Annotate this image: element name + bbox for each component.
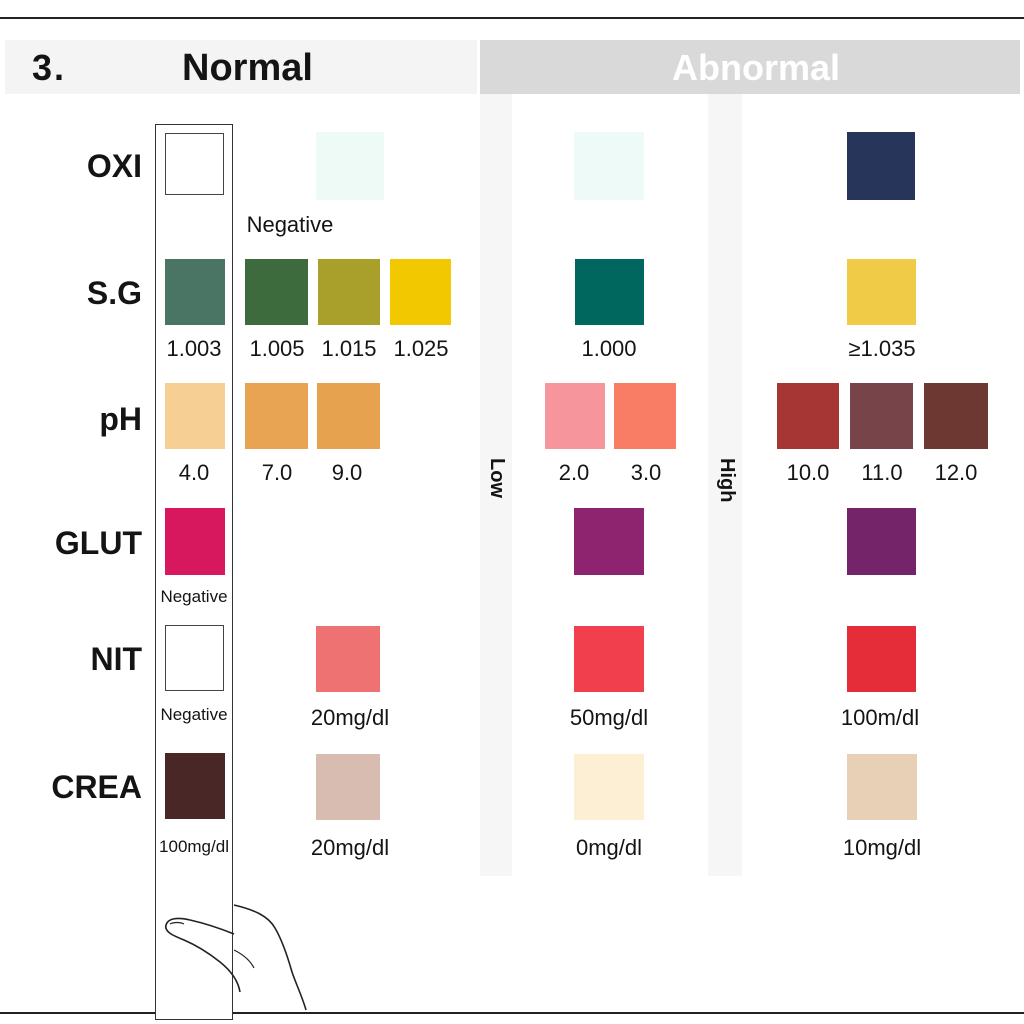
high-band bbox=[708, 94, 742, 876]
finger-crease bbox=[233, 949, 255, 969]
high-swatch-crea bbox=[847, 754, 917, 820]
normal-header-bar bbox=[5, 40, 477, 94]
low-caption-crea: 0mg/dl bbox=[575, 835, 643, 860]
low-caption-ph-2: 3.0 bbox=[630, 460, 662, 485]
high-swatch-glut bbox=[847, 508, 916, 575]
strip-caption-nit: Negative bbox=[160, 705, 228, 724]
low-swatch-ph-2 bbox=[614, 383, 676, 449]
thumb-outline bbox=[164, 917, 241, 993]
thumbnail-line bbox=[169, 921, 185, 925]
hand-illustration bbox=[164, 904, 307, 1011]
high-caption-ph-3: 12.0 bbox=[934, 460, 978, 485]
normal-swatch-crea bbox=[316, 754, 380, 820]
strip-caption-sg: 1.003 bbox=[166, 336, 222, 361]
normal-caption-ph-1: 7.0 bbox=[261, 460, 293, 485]
strip-caption-glut: Negative bbox=[160, 587, 228, 606]
normal-caption-sg-1: 1.005 bbox=[249, 336, 305, 361]
low-swatch-ph-1 bbox=[545, 383, 605, 449]
low-caption-sg: 1.000 bbox=[581, 336, 637, 361]
strip-caption-crea: 100mg/dl bbox=[159, 837, 229, 856]
strip-pad-nit bbox=[165, 625, 224, 691]
row-label-glut: GLUT bbox=[54, 525, 142, 561]
low-caption-ph-1: 2.0 bbox=[558, 460, 590, 485]
strip-pad-glut bbox=[165, 508, 225, 575]
normal-caption-sg-3: 1.025 bbox=[393, 336, 449, 361]
normal-caption-oxi: Negative bbox=[246, 212, 334, 237]
normal-caption-ph-2: 9.0 bbox=[331, 460, 363, 485]
high-swatch-ph-2 bbox=[850, 383, 913, 449]
abnormal-heading: Abnormal bbox=[671, 47, 840, 88]
normal-swatch-ph-1 bbox=[245, 383, 308, 449]
row-label-nit: NIT bbox=[90, 641, 142, 677]
high-label: High bbox=[716, 458, 738, 503]
hand-outline bbox=[233, 904, 307, 1011]
normal-swatch-nit bbox=[316, 626, 380, 692]
strip-caption-ph: 4.0 bbox=[178, 460, 210, 485]
abnormal-header-bar bbox=[480, 40, 1020, 94]
low-swatch-oxi bbox=[574, 132, 644, 200]
low-label: Low bbox=[486, 458, 508, 498]
low-band bbox=[480, 94, 512, 876]
step-number: 3. bbox=[32, 47, 67, 88]
normal-swatch-sg-2 bbox=[318, 259, 380, 325]
row-label-sg: S.G bbox=[86, 275, 142, 311]
normal-swatch-ph-2 bbox=[317, 383, 380, 449]
strip-pad-sg bbox=[165, 259, 225, 325]
row-label-oxi: OXI bbox=[86, 148, 142, 184]
high-caption-ph-2: 11.0 bbox=[861, 460, 903, 485]
bottom-border bbox=[0, 1012, 1024, 1014]
normal-caption-crea: 20mg/dl bbox=[310, 835, 390, 860]
row-label-crea: CREA bbox=[51, 769, 142, 805]
low-swatch-nit bbox=[574, 626, 644, 692]
high-swatch-ph-1 bbox=[777, 383, 839, 449]
normal-swatch-sg-3 bbox=[390, 259, 451, 325]
low-swatch-crea bbox=[574, 754, 644, 820]
row-label-ph: pH bbox=[99, 401, 142, 437]
normal-heading: Normal bbox=[182, 47, 313, 89]
normal-swatch-sg-1 bbox=[245, 259, 308, 325]
normal-swatch-oxi bbox=[316, 132, 384, 200]
strip-pad-oxi bbox=[165, 133, 224, 195]
high-swatch-ph-3 bbox=[924, 383, 988, 449]
normal-caption-sg-2: 1.015 bbox=[321, 336, 377, 361]
strip-pad-ph bbox=[165, 383, 225, 449]
high-caption-crea: 10mg/dl bbox=[842, 835, 922, 860]
high-caption-ph-1: 10.0 bbox=[786, 460, 830, 485]
low-swatch-sg bbox=[575, 259, 644, 325]
high-swatch-oxi bbox=[847, 132, 915, 200]
high-swatch-sg bbox=[847, 259, 916, 325]
high-caption-sg: ≥1.035 bbox=[848, 336, 916, 361]
low-caption-nit: 50mg/dl bbox=[569, 705, 649, 730]
normal-caption-nit: 20mg/dl bbox=[310, 705, 390, 730]
high-caption-nit: 100m/dl bbox=[840, 705, 920, 730]
high-swatch-nit bbox=[847, 626, 916, 692]
strip-pad-crea bbox=[165, 753, 225, 819]
low-swatch-glut bbox=[574, 508, 644, 575]
top-border bbox=[0, 17, 1024, 19]
